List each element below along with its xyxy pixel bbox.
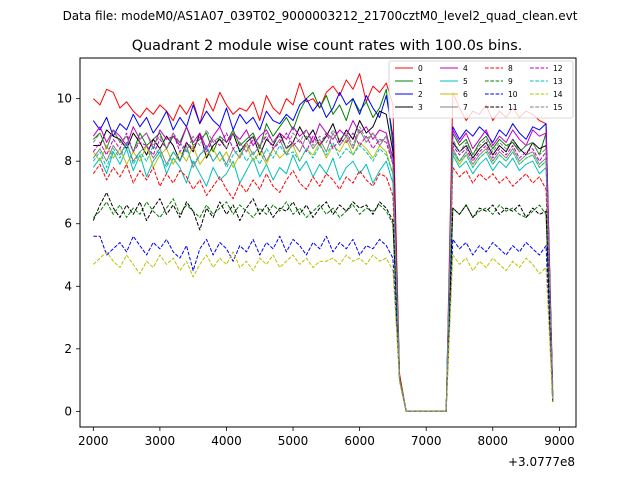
legend-label-10: 10: [508, 90, 518, 99]
legend-label-12: 12: [553, 64, 563, 73]
series-line-15: [92, 126, 554, 412]
y-tick-label: 6: [64, 217, 72, 231]
y-axis-ticks: 0 2 4 6 8 10: [57, 92, 80, 418]
series-line-14: [92, 251, 554, 412]
x-tick-label: 8000: [478, 434, 509, 448]
x-tick-label: 6000: [344, 434, 375, 448]
legend-label-0: 0: [418, 64, 423, 73]
series-line-11: [92, 191, 554, 412]
x-tick-label: 5000: [278, 434, 309, 448]
series-line-2: [92, 91, 554, 412]
x-axis-ticks: 2000 3000 4000 5000 6000 7000 8000 9000: [78, 427, 575, 448]
x-tick-label: 4000: [211, 434, 242, 448]
series-layer: [92, 73, 554, 412]
series-line-8: [92, 163, 554, 412]
legend-label-11: 11: [508, 103, 518, 112]
x-tick-label: 2000: [78, 434, 109, 448]
axes-frame: [79, 57, 577, 428]
figure-suptitle: Data file: modeM0/AS1A07_039T02_90000032…: [63, 9, 578, 23]
x-offset-label: +3.0777e8: [508, 455, 575, 469]
legend-label-9: 9: [508, 77, 513, 86]
y-tick-label: 0: [64, 404, 72, 418]
legend-label-1: 1: [418, 77, 423, 86]
legend-label-7: 7: [463, 103, 468, 112]
series-line-9: [92, 198, 554, 412]
series-line-13: [92, 141, 554, 412]
chart-title: Quadrant 2 module wise count rates with …: [132, 38, 523, 54]
legend-label-13: 13: [553, 77, 563, 86]
legend-label-5: 5: [463, 77, 468, 86]
legend-box: [388, 60, 574, 119]
series-line-10: [93, 235, 554, 412]
series-line-7: [92, 129, 554, 412]
legend-label-15: 15: [553, 103, 563, 112]
series-line-1: [92, 88, 554, 412]
y-tick-label: 10: [57, 92, 72, 106]
x-tick-label: 3000: [145, 434, 176, 448]
x-tick-label: 7000: [411, 434, 442, 448]
y-tick-label: 8: [64, 154, 72, 168]
series-line-4: [92, 120, 554, 412]
series-line-5: [92, 148, 554, 412]
legend-label-4: 4: [463, 64, 468, 73]
legend-label-8: 8: [508, 64, 513, 73]
legend-label-3: 3: [418, 103, 423, 112]
y-tick-label: 4: [64, 279, 72, 293]
legend-label-14: 14: [553, 90, 563, 99]
y-tick-label: 2: [64, 342, 72, 356]
legend-label-6: 6: [463, 90, 468, 99]
legend-label-2: 2: [418, 90, 423, 99]
x-tick-label: 9000: [544, 434, 575, 448]
